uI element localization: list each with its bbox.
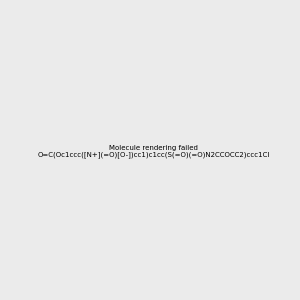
Text: Molecule rendering failed
O=C(Oc1ccc([N+](=O)[O-])cc1)c1cc(S(=O)(=O)N2CCOCC2)ccc: Molecule rendering failed O=C(Oc1ccc([N+…	[38, 145, 270, 158]
